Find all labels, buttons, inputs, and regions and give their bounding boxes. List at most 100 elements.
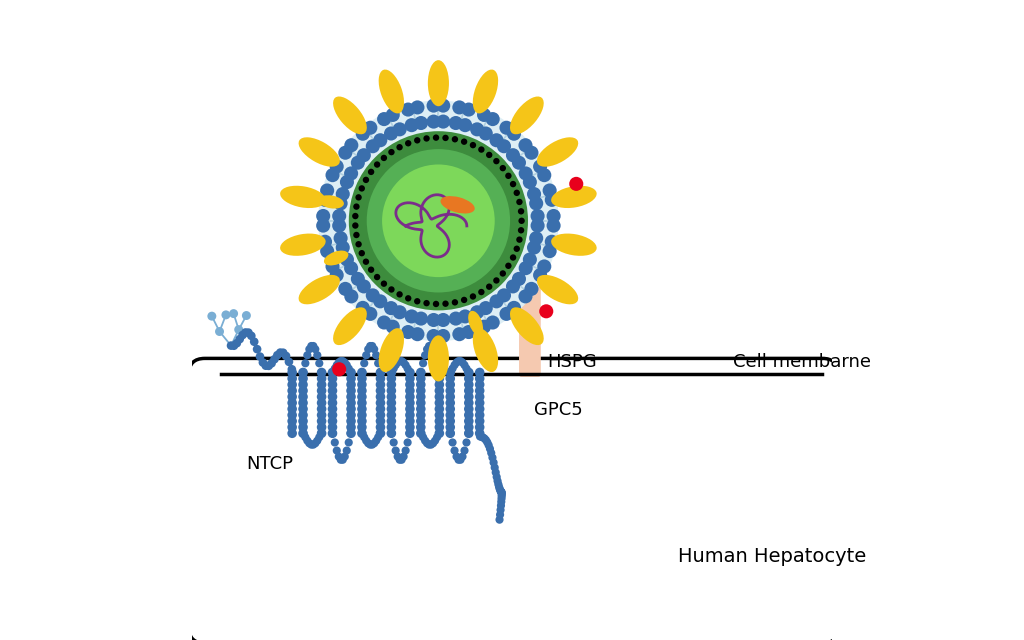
Circle shape <box>298 374 308 383</box>
Circle shape <box>288 367 297 378</box>
Circle shape <box>514 246 520 252</box>
Circle shape <box>494 477 502 485</box>
Circle shape <box>538 168 551 182</box>
Circle shape <box>470 305 484 319</box>
Ellipse shape <box>428 60 449 106</box>
Circle shape <box>386 429 396 438</box>
Circle shape <box>332 218 346 232</box>
Circle shape <box>538 259 551 273</box>
Circle shape <box>288 392 297 402</box>
Circle shape <box>498 495 506 502</box>
Circle shape <box>328 422 337 432</box>
Circle shape <box>419 359 427 367</box>
Circle shape <box>449 364 457 372</box>
Circle shape <box>406 404 415 414</box>
Text: HSPG: HSPG <box>547 353 597 371</box>
Circle shape <box>340 175 354 189</box>
Circle shape <box>313 436 322 445</box>
Circle shape <box>357 392 367 402</box>
Circle shape <box>453 100 466 115</box>
Circle shape <box>356 280 371 294</box>
Circle shape <box>435 369 443 376</box>
Circle shape <box>457 456 465 464</box>
Circle shape <box>316 367 327 378</box>
Circle shape <box>498 490 506 499</box>
Circle shape <box>386 380 396 389</box>
Circle shape <box>507 301 521 315</box>
Circle shape <box>328 398 337 408</box>
Circle shape <box>534 159 547 173</box>
Circle shape <box>518 208 524 214</box>
Circle shape <box>489 458 498 467</box>
Circle shape <box>374 161 380 168</box>
Circle shape <box>464 398 473 408</box>
Circle shape <box>427 440 435 449</box>
FancyBboxPatch shape <box>519 221 541 377</box>
Circle shape <box>362 436 371 445</box>
Circle shape <box>352 222 358 228</box>
Circle shape <box>355 194 361 200</box>
Circle shape <box>423 300 430 307</box>
Circle shape <box>427 99 440 113</box>
Circle shape <box>346 392 356 402</box>
Circle shape <box>345 364 353 372</box>
Circle shape <box>386 386 396 396</box>
Circle shape <box>307 342 315 350</box>
Ellipse shape <box>510 97 544 134</box>
Circle shape <box>475 374 484 383</box>
Circle shape <box>406 386 415 396</box>
Circle shape <box>436 313 451 327</box>
Circle shape <box>461 361 469 369</box>
Ellipse shape <box>537 275 579 304</box>
Circle shape <box>335 358 343 367</box>
Circle shape <box>261 362 270 370</box>
Circle shape <box>470 142 476 148</box>
Circle shape <box>485 316 500 330</box>
Circle shape <box>416 367 426 378</box>
Circle shape <box>347 369 354 376</box>
Circle shape <box>368 169 375 175</box>
Circle shape <box>518 227 524 234</box>
Circle shape <box>393 358 401 367</box>
Circle shape <box>242 328 250 337</box>
Circle shape <box>523 175 537 189</box>
Circle shape <box>461 447 469 454</box>
Circle shape <box>264 362 273 370</box>
Circle shape <box>355 301 370 315</box>
Circle shape <box>477 433 485 441</box>
Circle shape <box>357 380 367 389</box>
Circle shape <box>366 139 380 153</box>
Circle shape <box>393 452 401 461</box>
Circle shape <box>346 404 356 414</box>
Circle shape <box>451 447 459 454</box>
Circle shape <box>406 398 415 408</box>
Circle shape <box>341 358 349 367</box>
Circle shape <box>316 416 327 426</box>
Circle shape <box>429 439 437 447</box>
Circle shape <box>397 357 406 365</box>
Circle shape <box>328 374 337 383</box>
Circle shape <box>421 351 429 359</box>
Ellipse shape <box>551 186 597 208</box>
Circle shape <box>229 309 238 318</box>
Circle shape <box>457 357 465 365</box>
Circle shape <box>434 422 444 432</box>
Circle shape <box>404 309 419 323</box>
Ellipse shape <box>537 138 579 166</box>
Circle shape <box>318 235 332 249</box>
Ellipse shape <box>428 335 449 381</box>
Circle shape <box>482 436 489 444</box>
Circle shape <box>453 452 461 461</box>
Circle shape <box>298 404 308 414</box>
Circle shape <box>386 374 396 383</box>
Circle shape <box>498 498 506 506</box>
Circle shape <box>451 361 459 369</box>
Circle shape <box>346 374 356 383</box>
Circle shape <box>376 374 385 383</box>
Circle shape <box>514 189 520 196</box>
Circle shape <box>463 364 471 372</box>
Circle shape <box>328 386 337 396</box>
Circle shape <box>449 438 457 447</box>
Circle shape <box>337 456 345 464</box>
Circle shape <box>344 289 358 303</box>
